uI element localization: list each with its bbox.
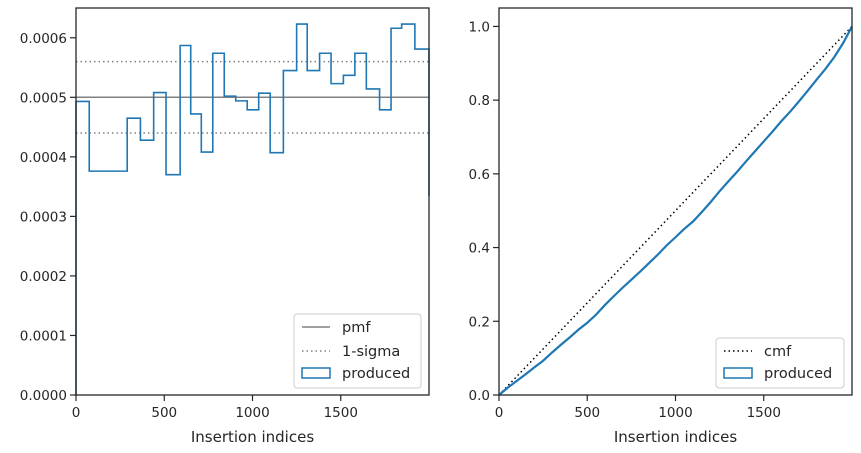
- left-series-produced: [75, 23, 430, 395]
- legend-1-sigma-label: 1-sigma: [342, 344, 400, 360]
- left-y-axis: 0.0000 0.0001 0.0002 0.0003 0.0004 0.0005 0.00…: [20, 31, 76, 404]
- left-legend-box: [293, 313, 422, 389]
- right-y-tick-label: 0.6: [469, 167, 490, 183]
- right-y-axis: 0.0 0.2 0.4 0.6 0.8 1.0: [469, 19, 499, 404]
- right-axes-frame: [498, 7, 853, 396]
- right-x-axis-label: Insertion indices: [614, 428, 737, 446]
- right-y-tick-label: 0.8: [469, 93, 490, 109]
- left-y-tick-label: 0.0004: [20, 150, 67, 166]
- right-chart: 0 500 1000 1500 0.0 0.2 0.4 0.6 0.8 1.0 Insertio…: [469, 7, 853, 446]
- left-y-tick-label: 0.0006: [20, 31, 67, 47]
- left-y-tick-label: 0.0002: [20, 269, 67, 285]
- left-y-tick-label: 0.0000: [20, 388, 67, 404]
- left-x-tick-label: 1500: [324, 405, 358, 421]
- right-x-axis: 0 500 1000 1500: [495, 395, 781, 421]
- right-x-tick-label: 1000: [658, 405, 692, 421]
- left-x-tick-label: 0: [72, 405, 81, 421]
- left-legend: pmf 1-sigma produced: [293, 313, 422, 389]
- right-x-tick-label: 1500: [747, 405, 781, 421]
- produced-histogram-step: [75, 23, 430, 395]
- legend-produced-label-right: produced: [764, 366, 832, 382]
- right-y-tick-label: 0.4: [469, 241, 490, 257]
- left-x-tick-label: 500: [151, 405, 177, 421]
- right-y-tick-label: 0.0: [469, 388, 490, 404]
- right-y-tick-label: 0.2: [469, 314, 490, 330]
- left-x-axis: 0 500 1000 1500: [72, 395, 358, 421]
- left-chart: 0 500 1000 1500 0.00000.00010.00020.00030.0…: [20, 7, 430, 446]
- right-x-tick-label: 0: [495, 405, 504, 421]
- left-y-tick-label: 0.0003: [20, 209, 67, 225]
- legend-pmf-label: pmf: [342, 320, 371, 336]
- left-x-tick-label: 1000: [235, 405, 269, 421]
- right-series: [498, 25, 853, 396]
- legend-produced-swatch-right: [723, 367, 753, 379]
- right-legend: cmf produced: [715, 337, 845, 389]
- legend-produced-swatch: [301, 367, 331, 379]
- left-reference-lines: [76, 60, 429, 134]
- produced-cumulative-line: [498, 25, 853, 396]
- left-y-tick-label: 0.0005: [20, 90, 67, 106]
- legend-cmf-label: cmf: [764, 344, 792, 360]
- left-x-axis-label: Insertion indices: [191, 428, 314, 446]
- legend-produced-label: produced: [342, 366, 410, 382]
- left-y-tick-label: 0.0001: [20, 328, 67, 344]
- right-y-tick-label: 1.0: [469, 19, 490, 35]
- right-x-tick-label: 500: [574, 405, 600, 421]
